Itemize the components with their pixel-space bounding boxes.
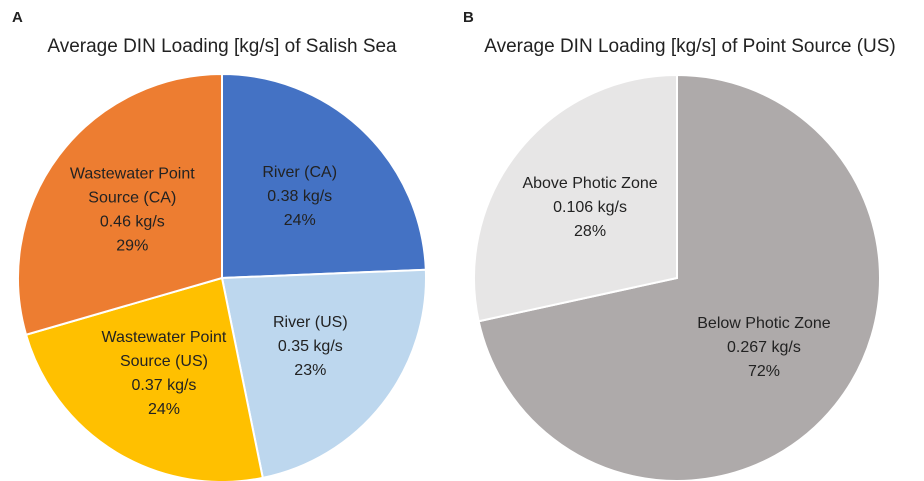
pie-slice	[17, 72, 223, 336]
pie-slice	[477, 73, 881, 481]
slice-label-line: River (US)	[273, 314, 348, 331]
slice-label-line: 0.46 kg/s	[100, 214, 165, 231]
slice-label-line: 23%	[294, 362, 326, 379]
pie-slice	[220, 268, 427, 480]
pie-slice	[473, 73, 678, 323]
panel-label: B	[463, 9, 474, 26]
slice-label: River (US) 0.35 kg/s 23%	[273, 314, 348, 379]
panel-label: A	[12, 9, 23, 26]
slice-label-line: Below Photic Zone	[697, 315, 831, 332]
slice-label-line: 0.35 kg/s	[278, 338, 343, 355]
slice-label-line: Wastewater Point	[70, 166, 195, 183]
slice-label-line: 0.38 kg/s	[267, 188, 332, 205]
pie-slice	[24, 276, 264, 481]
slice-label-line: 0.37 kg/s	[131, 377, 196, 394]
slice-label-line: 0.106 kg/s	[553, 199, 627, 216]
slice-label-line: Source (CA)	[88, 190, 176, 207]
slice-label-line: 0.267 kg/s	[727, 339, 801, 356]
slice-label-line: River (CA)	[262, 164, 337, 181]
chart-title: Average DIN Loading [kg/s] of Salish Sea	[47, 36, 397, 57]
slice-label: Wastewater Point Source (CA) 0.46 kg/s 29%	[70, 166, 195, 255]
slice-label-line: 24%	[284, 212, 316, 229]
slice-label-line: Wastewater Point	[102, 329, 227, 346]
slice-label-line: Above Photic Zone	[522, 175, 657, 192]
slice-label: River (CA) 0.38 kg/s 24%	[262, 164, 337, 229]
slice-label-line: 72%	[748, 363, 780, 380]
slice-label-line: 28%	[574, 223, 606, 240]
slice-label: Below Photic Zone 0.267 kg/s 72%	[697, 315, 831, 380]
pie-slice	[221, 72, 427, 280]
slice-label: Above Photic Zone 0.106 kg/s 28%	[522, 175, 657, 240]
chart-title: Average DIN Loading [kg/s] of Point Sour…	[484, 36, 896, 57]
slice-label: Wastewater Point Source (US) 0.37 kg/s 24%	[102, 329, 227, 418]
slice-label-line: Source (US)	[120, 353, 208, 370]
slice-label-line: 29%	[116, 238, 148, 255]
slice-label-line: 24%	[148, 401, 180, 418]
